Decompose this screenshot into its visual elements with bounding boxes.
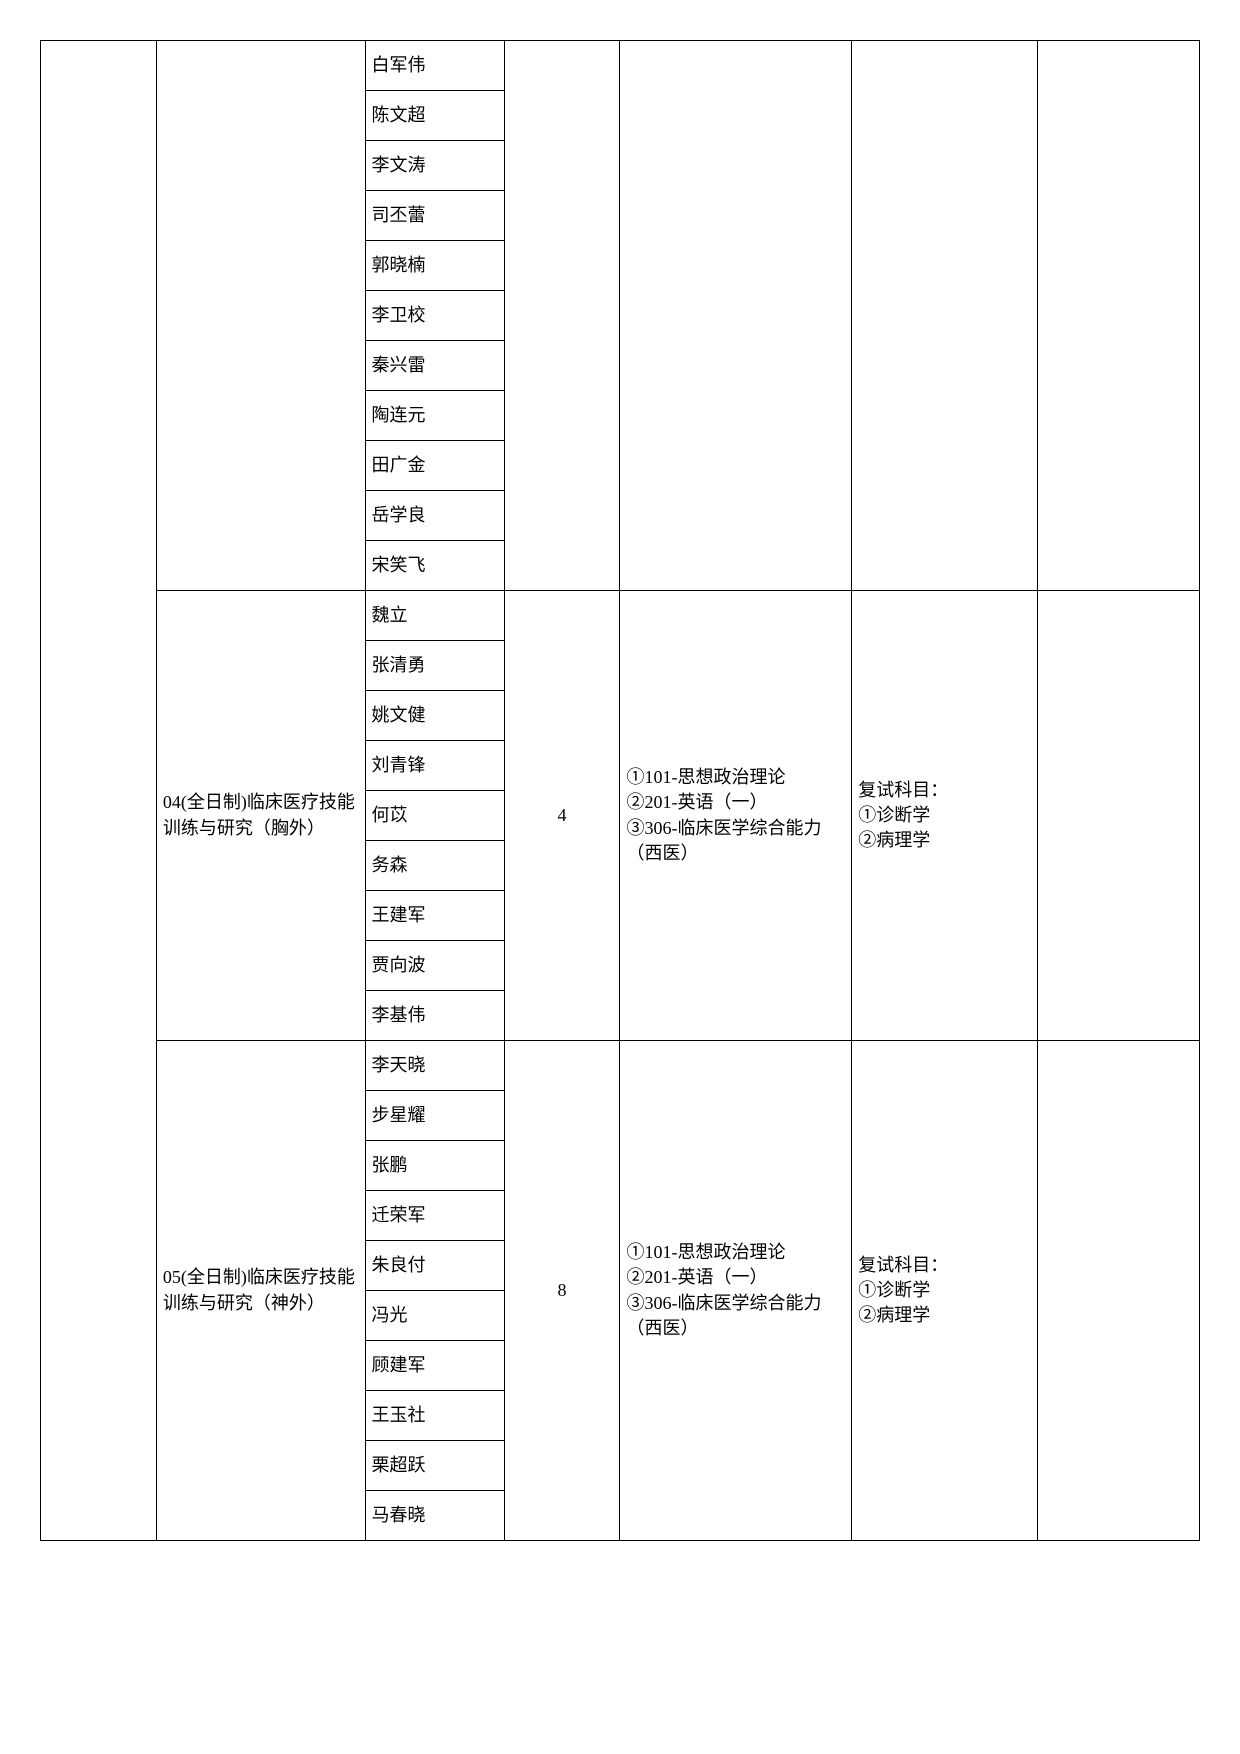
remark-cell — [1037, 41, 1199, 591]
supervisor-name-cell: 王玉社 — [365, 1391, 504, 1441]
supervisor-name-cell: 姚文健 — [365, 691, 504, 741]
supervisor-name-cell: 秦兴雷 — [365, 341, 504, 391]
quota-cell: 4 — [504, 591, 620, 1041]
retest-cell — [852, 41, 1037, 591]
supervisor-name-cell: 李基伟 — [365, 991, 504, 1041]
supervisor-name-cell: 李天晓 — [365, 1041, 504, 1091]
supervisor-name-cell: 刘青锋 — [365, 741, 504, 791]
supervisor-name-cell: 冯光 — [365, 1291, 504, 1341]
supervisor-name-cell: 魏立 — [365, 591, 504, 641]
supervisor-name-cell: 张鹏 — [365, 1141, 504, 1191]
remark-cell — [1037, 1041, 1199, 1541]
supervisor-name-cell: 李文涛 — [365, 141, 504, 191]
supervisor-name-cell: 王建军 — [365, 891, 504, 941]
category-cell — [41, 41, 157, 1541]
quota-cell — [504, 41, 620, 591]
supervisor-name-cell: 陶连元 — [365, 391, 504, 441]
exam-cell: ①101-思想政治理论 ②201-英语（一） ③306-临床医学综合能力（西医） — [620, 1041, 852, 1541]
supervisor-name-cell: 郭晓楠 — [365, 241, 504, 291]
supervisor-name-cell: 步星耀 — [365, 1091, 504, 1141]
supervisor-name-cell: 宋笑飞 — [365, 541, 504, 591]
supervisor-name-cell: 李卫校 — [365, 291, 504, 341]
supervisor-name-cell: 白军伟 — [365, 41, 504, 91]
table-row: 白军伟 — [41, 41, 1200, 91]
supervisor-name-cell: 马春晓 — [365, 1491, 504, 1541]
table-row: 05(全日制)临床医疗技能训练与研究（神外）李天晓8①101-思想政治理论 ②2… — [41, 1041, 1200, 1091]
supervisor-name-cell: 栗超跃 — [365, 1441, 504, 1491]
supervisor-name-cell: 张清勇 — [365, 641, 504, 691]
direction-cell: 04(全日制)临床医疗技能训练与研究（胸外） — [156, 591, 365, 1041]
table-row: 04(全日制)临床医疗技能训练与研究（胸外）魏立4①101-思想政治理论 ②20… — [41, 591, 1200, 641]
direction-cell: 05(全日制)临床医疗技能训练与研究（神外） — [156, 1041, 365, 1541]
supervisor-name-cell: 朱良付 — [365, 1241, 504, 1291]
supervisor-name-cell: 迁荣军 — [365, 1191, 504, 1241]
supervisor-name-cell: 贾向波 — [365, 941, 504, 991]
retest-cell: 复试科目： ①诊断学 ②病理学 — [852, 591, 1037, 1041]
catalog-table: 白军伟陈文超李文涛司丕蕾郭晓楠李卫校秦兴雷陶连元田广金岳学良宋笑飞04(全日制)… — [40, 40, 1200, 1541]
exam-cell: ①101-思想政治理论 ②201-英语（一） ③306-临床医学综合能力（西医） — [620, 591, 852, 1041]
supervisor-name-cell: 岳学良 — [365, 491, 504, 541]
supervisor-name-cell: 务森 — [365, 841, 504, 891]
quota-cell: 8 — [504, 1041, 620, 1541]
supervisor-name-cell: 田广金 — [365, 441, 504, 491]
supervisor-name-cell: 陈文超 — [365, 91, 504, 141]
exam-cell — [620, 41, 852, 591]
retest-cell: 复试科目： ①诊断学 ②病理学 — [852, 1041, 1037, 1541]
supervisor-name-cell: 顾建军 — [365, 1341, 504, 1391]
supervisor-name-cell: 何苡 — [365, 791, 504, 841]
supervisor-name-cell: 司丕蕾 — [365, 191, 504, 241]
direction-cell — [156, 41, 365, 591]
remark-cell — [1037, 591, 1199, 1041]
